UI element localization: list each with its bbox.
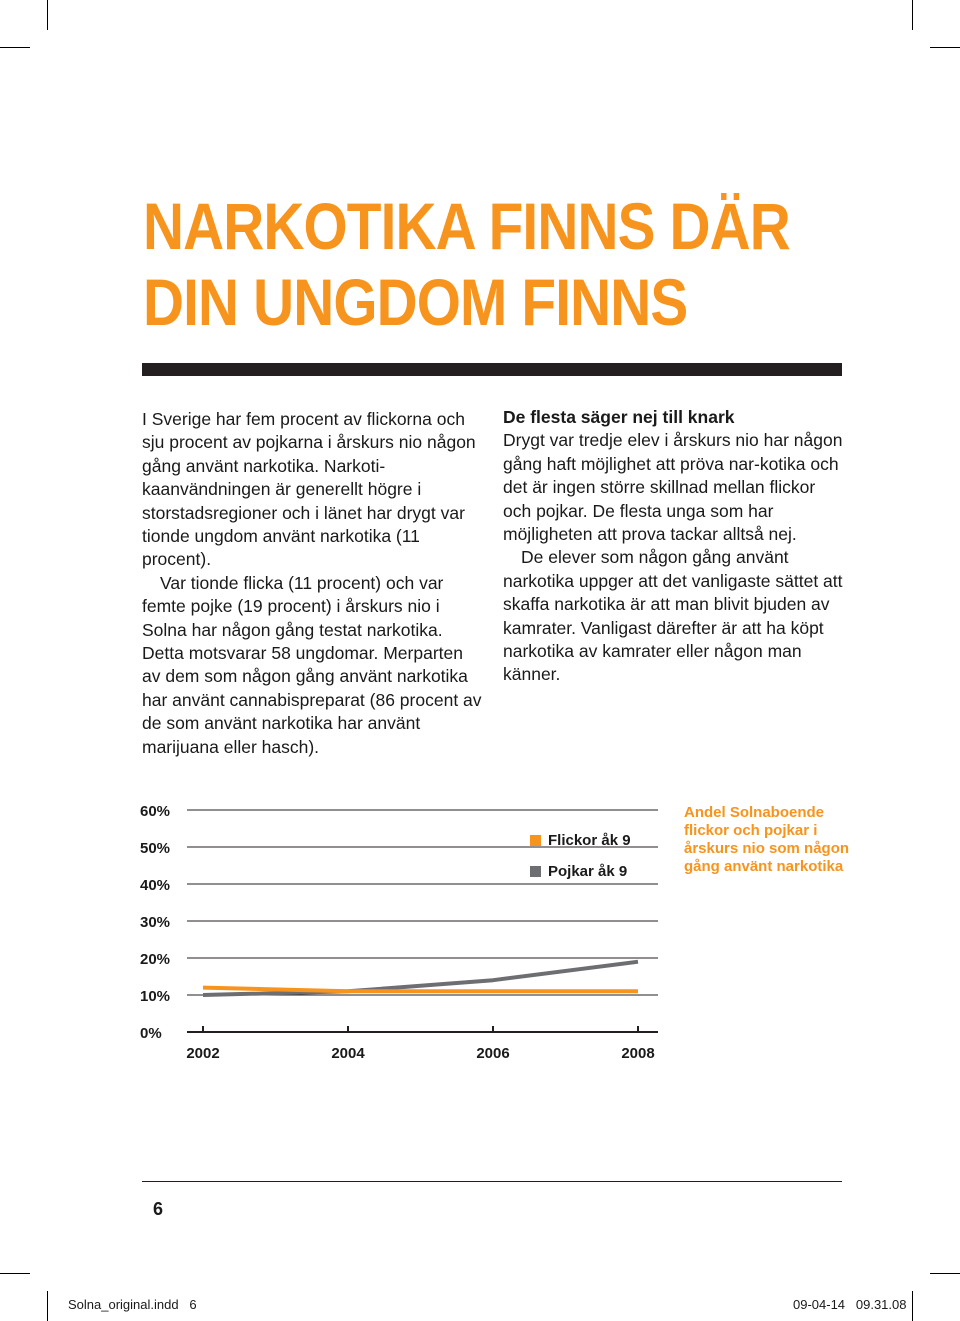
slug-file: Solna_original.indd 6 — [68, 1297, 197, 1312]
right-column: De flesta säger nej till knark Drygt var… — [503, 406, 848, 687]
crop-mark — [912, 0, 913, 30]
x-tick-label: 2008 — [621, 1045, 654, 1062]
crop-mark — [930, 1273, 960, 1274]
legend-label-flickor: Flickor åk 9 — [548, 832, 631, 849]
title-line-1: NARKOTIKA FINNS DÄR — [143, 189, 791, 263]
legend-item-pojkar: Pojkar åk 9 — [530, 856, 631, 887]
slug-date: 09-04-14 09.31.08 — [793, 1297, 907, 1312]
legend-label-pojkar: Pojkar åk 9 — [548, 863, 628, 880]
right-paragraph-2: De elever som någon gång använt narkotik… — [503, 547, 843, 685]
right-paragraph-1: Drygt var tredje elev i årskurs nio har … — [503, 430, 843, 545]
legend-swatch-flickor — [530, 835, 541, 846]
page-number: 6 — [153, 1199, 164, 1219]
crop-mark — [0, 47, 30, 48]
x-tick-label: 2004 — [331, 1045, 365, 1062]
crop-mark — [0, 1273, 30, 1274]
footer-rule — [142, 1181, 842, 1182]
y-tick-label: 30% — [140, 914, 170, 931]
y-tick-label: 0% — [140, 1025, 162, 1042]
crop-mark — [912, 1291, 913, 1321]
series-line-flickor — [202, 985, 638, 994]
x-tick-label: 2006 — [476, 1045, 509, 1062]
y-tick-label: 40% — [140, 877, 170, 894]
x-tick-label: 2002 — [186, 1045, 219, 1062]
right-heading: De flesta säger nej till knark — [503, 407, 735, 427]
crop-mark — [47, 0, 48, 30]
y-tick-label: 60% — [140, 803, 170, 820]
y-tick-label: 20% — [140, 951, 170, 968]
heading-rule — [142, 363, 842, 376]
legend-item-flickor: Flickor åk 9 — [530, 825, 631, 856]
left-column: I Sverige har fem procent av flickorna o… — [142, 408, 482, 759]
line-chart: 0% 10% 20% 30% 40% 50% 60% 2002 2004 2006 2008 — [140, 803, 658, 1062]
page-title: NARKOTIKA FINNS DÄR DIN UNGDOM FINNS — [143, 188, 791, 340]
title-line-2: DIN UNGDOM FINNS — [143, 265, 688, 339]
chart-caption: Andel Solnaboende flickor och pojkar i å… — [684, 804, 850, 875]
chart-legend: Flickor åk 9 Pojkar åk 9 — [530, 825, 631, 887]
crop-mark — [930, 47, 960, 48]
y-tick-label: 50% — [140, 840, 170, 857]
left-paragraph-1: I Sverige har fem procent av flickorna o… — [142, 409, 476, 570]
series-line-pojkar — [202, 959, 639, 997]
y-tick-label: 10% — [140, 988, 170, 1005]
legend-swatch-pojkar — [530, 866, 541, 877]
crop-mark — [47, 1291, 48, 1321]
left-paragraph-2: Var tionde flicka (11 procent) och var f… — [142, 572, 482, 757]
